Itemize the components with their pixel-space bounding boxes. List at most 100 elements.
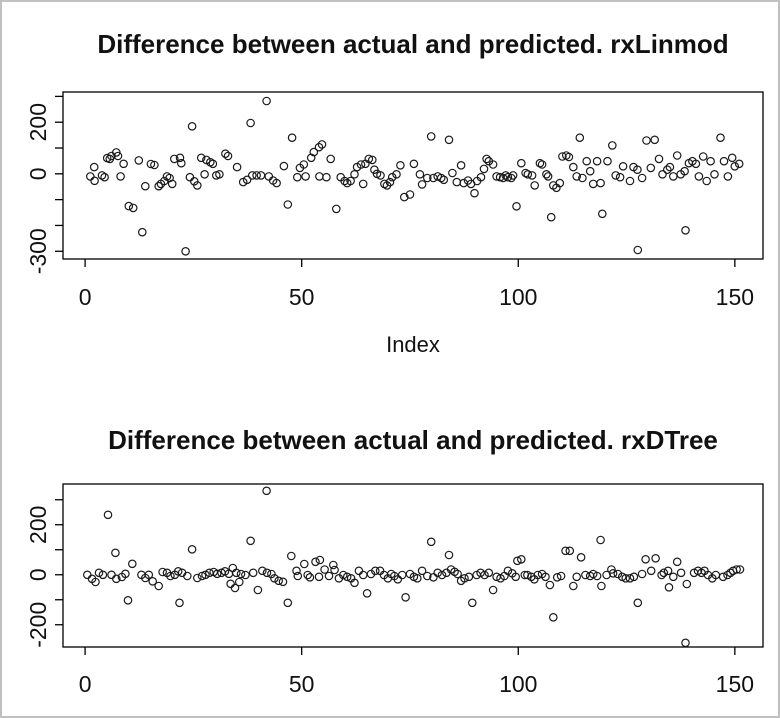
data-point (128, 203, 138, 213)
data-point (146, 159, 156, 169)
data-point (672, 557, 682, 567)
data-point (148, 576, 158, 586)
data-point (331, 204, 341, 214)
data-point (572, 572, 582, 582)
data-point (444, 135, 454, 145)
data-point (396, 161, 405, 170)
data-point (651, 553, 660, 563)
data-point (564, 152, 574, 162)
data-point (287, 133, 297, 143)
data-point (405, 190, 415, 199)
data-point (326, 154, 336, 164)
data-point (401, 592, 410, 602)
data-point (305, 572, 315, 582)
data-point (150, 160, 159, 170)
data-point (484, 568, 494, 578)
data-point (642, 136, 651, 145)
data-point (611, 171, 621, 180)
data-point (730, 162, 740, 171)
data-point (232, 162, 242, 172)
data-point (197, 571, 207, 581)
data-point (668, 572, 678, 582)
data-point (350, 578, 359, 588)
data-point (467, 598, 477, 608)
data-point (107, 570, 116, 580)
data-point (433, 568, 443, 578)
data-point (376, 171, 385, 180)
y-tick-label: 200 (25, 506, 51, 544)
data-point (681, 638, 690, 648)
data-point (358, 570, 368, 580)
data-point (299, 559, 309, 569)
data-point (330, 565, 339, 575)
data-point (173, 566, 183, 576)
data-point (702, 176, 712, 186)
data-point (503, 566, 513, 576)
data-point (116, 172, 125, 181)
data-point (314, 572, 324, 582)
data-point (470, 188, 479, 198)
data-point (144, 570, 154, 580)
data-point (657, 570, 666, 580)
data-point (154, 181, 164, 191)
data-point (555, 178, 565, 188)
data-point (303, 570, 313, 580)
data-point (453, 569, 462, 579)
data-point (437, 570, 447, 580)
data-point (558, 152, 567, 161)
x-tick-label: 150 (716, 284, 754, 310)
data-point (111, 548, 120, 558)
data-point (324, 571, 334, 581)
data-point (516, 158, 526, 168)
data-point (292, 172, 302, 182)
data-point (91, 577, 100, 587)
data-point (592, 571, 602, 581)
data-point (175, 598, 184, 608)
data-point (633, 245, 643, 255)
data-point (274, 576, 284, 586)
data-point (543, 172, 553, 181)
data-point (124, 201, 134, 211)
data-point (367, 155, 377, 165)
data-point (597, 209, 607, 219)
data-point (417, 566, 427, 576)
data-point (86, 172, 95, 181)
data-point (257, 566, 267, 576)
data-point (385, 177, 395, 187)
data-point (607, 141, 617, 150)
data-point (364, 154, 374, 164)
data-point (561, 546, 570, 556)
data-point (537, 160, 547, 169)
y-tick-label: -300 (25, 228, 51, 274)
data-point (301, 172, 310, 181)
data-point (278, 577, 288, 587)
data-point (682, 579, 692, 589)
data-point (252, 171, 261, 180)
y-tick-label: 200 (25, 103, 51, 141)
data-point (546, 212, 556, 222)
data-point (417, 180, 427, 189)
data-point (426, 132, 436, 141)
data-point (181, 247, 190, 256)
data-point (370, 566, 380, 576)
data-point (422, 571, 432, 581)
data-point (734, 159, 744, 169)
data-point (727, 153, 737, 163)
data-point (187, 122, 197, 131)
data-point (659, 568, 669, 578)
data-point (262, 568, 272, 578)
data-point (426, 537, 436, 547)
data-point (654, 154, 664, 164)
data-point (317, 140, 327, 149)
data-point (200, 170, 209, 179)
data-point (633, 598, 643, 608)
data-point (299, 160, 309, 169)
data-point (608, 568, 618, 578)
data-point (128, 559, 137, 569)
plot-box (62, 91, 764, 260)
data-point (134, 156, 144, 165)
data-point (552, 572, 562, 582)
data-point (735, 565, 745, 574)
data-point (97, 171, 107, 180)
data-point (460, 573, 469, 583)
